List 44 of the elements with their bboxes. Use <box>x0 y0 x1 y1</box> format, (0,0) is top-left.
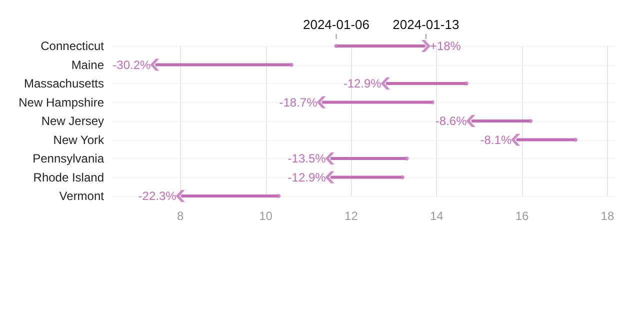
point <box>400 175 404 180</box>
point <box>150 58 160 71</box>
point <box>276 194 281 198</box>
series-label: 2024-01-06 <box>302 17 370 32</box>
annotation: -30.2% <box>112 58 152 72</box>
point <box>421 40 430 52</box>
annotation: -12.9% <box>288 170 326 184</box>
point <box>325 152 334 164</box>
y-tick-label: Maine <box>71 58 104 72</box>
x-tick-label: 16 <box>515 209 530 223</box>
point <box>289 62 294 67</box>
y-tick-label: New Hampshire <box>18 95 104 110</box>
y-tick-label: New York <box>53 132 105 147</box>
y-tick-label: Rhode Island <box>33 170 104 184</box>
point <box>325 171 334 184</box>
annotation: -22.3% <box>138 189 177 203</box>
annotation: -8.1% <box>480 132 512 147</box>
y-tick-label: Vermont <box>59 189 105 203</box>
point <box>464 82 469 86</box>
point <box>528 119 533 123</box>
annotation: -12.9% <box>343 76 382 90</box>
annotation: -13.5% <box>288 152 326 166</box>
point <box>316 96 326 108</box>
y-tick-label: Connecticut <box>40 39 105 53</box>
point <box>404 156 409 160</box>
annotation: -8.6% <box>435 114 468 128</box>
point <box>430 100 434 104</box>
series-label: 2024-01-13 <box>392 17 460 32</box>
x-tick-label: 18 <box>600 209 614 223</box>
point <box>573 138 578 142</box>
point <box>511 134 520 146</box>
x-tick-label: 12 <box>344 209 358 223</box>
y-tick-label: Pennsylvania <box>32 152 104 166</box>
y-tick-label: New Jersey <box>41 114 104 128</box>
point <box>380 78 390 90</box>
x-tick-label: 10 <box>259 209 273 223</box>
point <box>334 44 338 48</box>
annotation: -18.7% <box>279 95 318 110</box>
annotation: +18% <box>430 39 462 53</box>
x-tick-label: 14 <box>430 209 444 223</box>
point <box>176 190 185 202</box>
x-tick-label: 8 <box>176 209 184 223</box>
y-tick-label: Massachusetts <box>24 76 104 90</box>
point <box>466 115 476 127</box>
